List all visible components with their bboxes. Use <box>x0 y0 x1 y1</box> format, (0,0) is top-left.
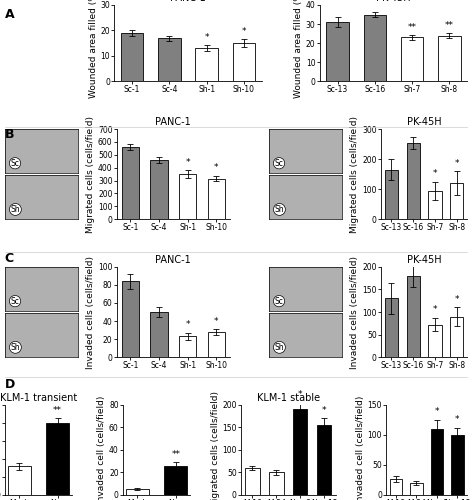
Bar <box>233 43 255 82</box>
Bar <box>8 466 31 495</box>
Text: **: ** <box>408 22 417 32</box>
Bar <box>122 282 139 357</box>
Bar <box>158 38 181 82</box>
Y-axis label: Invaded cells (cells/field): Invaded cells (cells/field) <box>350 256 359 368</box>
Bar <box>451 435 464 495</box>
Bar <box>390 479 402 495</box>
Bar <box>450 183 464 219</box>
Bar <box>46 423 69 495</box>
Text: *: * <box>204 33 209 42</box>
Text: *: * <box>242 28 246 36</box>
Y-axis label: Invaded cell (cells/field): Invaded cell (cells/field) <box>97 396 106 500</box>
Y-axis label: Migrated cells (cells/field): Migrated cells (cells/field) <box>211 392 219 500</box>
Bar <box>326 22 349 82</box>
Bar <box>385 298 398 357</box>
Text: *: * <box>433 306 437 314</box>
Text: Sc: Sc <box>275 296 284 306</box>
Bar <box>385 170 398 219</box>
Bar <box>151 160 168 219</box>
Text: Sh: Sh <box>10 343 20 352</box>
Bar <box>151 312 168 357</box>
Text: Sh: Sh <box>275 343 284 352</box>
Bar <box>438 36 461 82</box>
Text: *: * <box>298 390 303 399</box>
Bar <box>179 174 196 219</box>
Text: D: D <box>5 378 15 390</box>
Title: PANC-1: PANC-1 <box>155 254 191 264</box>
Bar <box>122 147 139 219</box>
Bar <box>293 410 307 495</box>
Bar <box>208 332 225 357</box>
Title: PANC-1: PANC-1 <box>155 117 191 127</box>
Bar <box>179 336 196 357</box>
Bar <box>450 316 464 357</box>
Text: A: A <box>5 8 14 20</box>
Text: *: * <box>435 407 439 416</box>
Text: **: ** <box>53 406 62 414</box>
Y-axis label: Invaded cells (cells/field): Invaded cells (cells/field) <box>86 256 95 368</box>
Bar <box>164 466 187 495</box>
Text: *: * <box>214 316 219 326</box>
Text: *: * <box>185 158 190 166</box>
Y-axis label: Migrated cells (cells/field): Migrated cells (cells/field) <box>350 116 359 232</box>
Text: *: * <box>322 406 327 414</box>
Title: PANC-1: PANC-1 <box>170 0 206 3</box>
Title: KLM-1 stable: KLM-1 stable <box>257 392 320 402</box>
Text: Sc: Sc <box>10 296 19 306</box>
Text: *: * <box>455 295 459 304</box>
Text: *: * <box>214 164 219 172</box>
Title: KLM-1 transient: KLM-1 transient <box>0 392 77 402</box>
Bar <box>429 324 441 357</box>
Bar <box>406 142 420 219</box>
Bar <box>429 190 441 219</box>
Text: Sc: Sc <box>275 158 284 168</box>
Bar <box>208 178 225 219</box>
Text: *: * <box>455 158 459 168</box>
Text: Sh: Sh <box>10 205 20 214</box>
Text: *: * <box>455 415 460 424</box>
Bar <box>126 490 149 495</box>
Text: **: ** <box>445 20 454 30</box>
Y-axis label: Migrated cells (cells/field): Migrated cells (cells/field) <box>86 116 95 232</box>
Bar <box>269 472 284 495</box>
Bar <box>406 276 420 357</box>
Text: *: * <box>185 320 190 329</box>
Text: Sh: Sh <box>275 205 284 214</box>
Text: **: ** <box>171 450 180 458</box>
Y-axis label: Wounded area filled (%): Wounded area filled (%) <box>294 0 303 98</box>
Title: PK-45H: PK-45H <box>407 254 441 264</box>
Title: PK-45H: PK-45H <box>407 117 441 127</box>
Text: *: * <box>433 169 437 178</box>
Title: PK-45H: PK-45H <box>376 0 411 3</box>
Bar <box>317 425 331 495</box>
Y-axis label: Invaded cell (cells/field): Invaded cell (cells/field) <box>356 396 365 500</box>
Bar <box>363 14 386 82</box>
Bar <box>431 429 443 495</box>
Bar <box>121 33 143 82</box>
Bar <box>245 468 260 495</box>
Bar <box>195 48 218 82</box>
Text: C: C <box>5 252 14 266</box>
Text: Sc: Sc <box>10 158 19 168</box>
Y-axis label: Wounded area filled (%): Wounded area filled (%) <box>89 0 98 98</box>
Text: B: B <box>5 128 14 140</box>
Bar <box>401 38 423 82</box>
Bar <box>410 483 422 495</box>
